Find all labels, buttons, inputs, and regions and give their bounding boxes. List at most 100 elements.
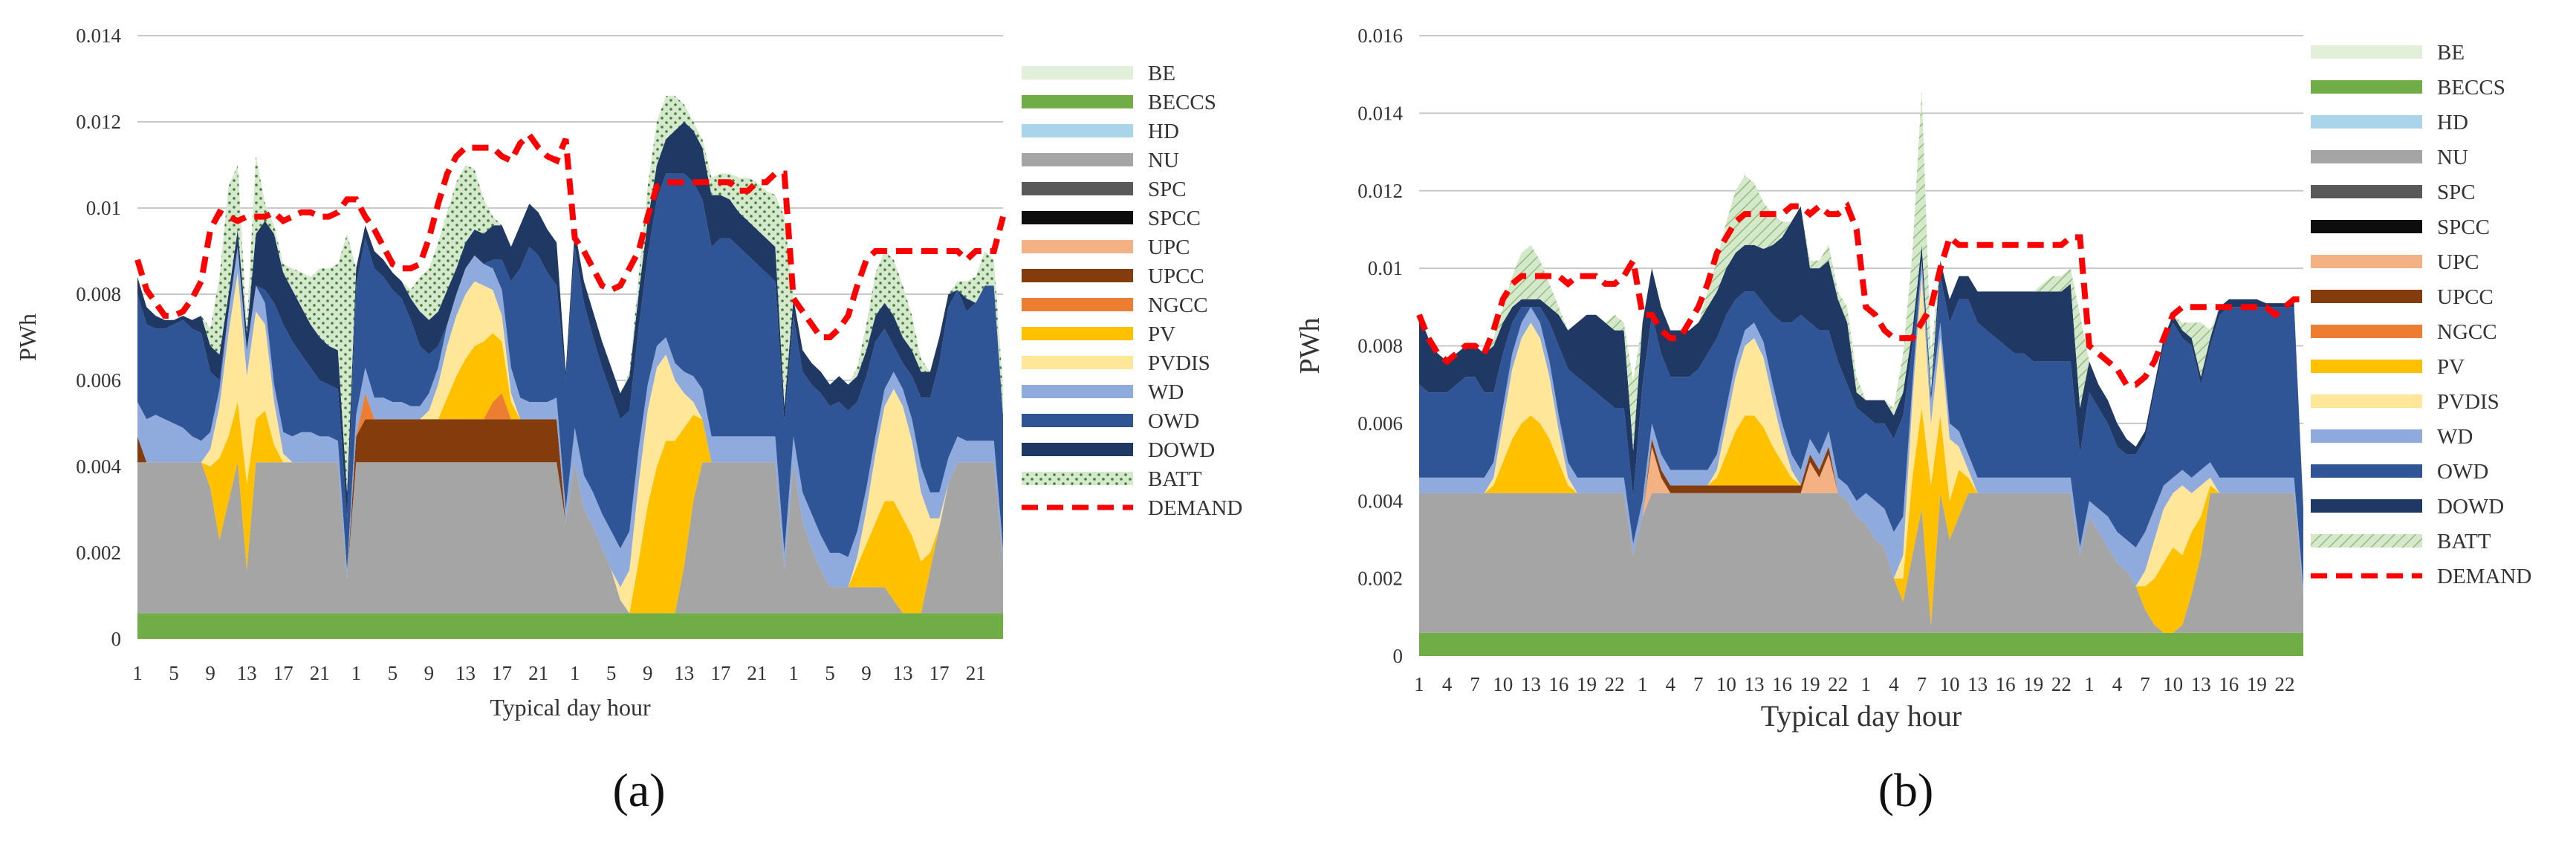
legend-label: BATT xyxy=(2437,530,2491,553)
y-tick-label: 0.002 xyxy=(76,542,121,564)
stacked-areas xyxy=(1419,90,2303,656)
stacked-areas xyxy=(137,96,1003,639)
x-tick-label: 21 xyxy=(528,662,548,684)
x-tick-label: 19 xyxy=(2247,673,2267,695)
legend-label: BATT xyxy=(1148,467,1202,491)
area-dowd xyxy=(1419,206,2303,509)
y-axis-title: PWh xyxy=(14,314,41,361)
legend-swatch xyxy=(2311,325,2422,338)
area-pv xyxy=(137,333,1003,614)
x-tick-label: 1 xyxy=(2084,673,2095,695)
legend-label: DOWD xyxy=(2437,495,2504,519)
x-tick-label: 19 xyxy=(2023,673,2043,695)
y-tick-label: 0.01 xyxy=(86,197,121,219)
y-tick-label: 0 xyxy=(111,628,122,650)
x-tick-label: 13 xyxy=(1521,673,1541,695)
legend-item-wd: WD xyxy=(1022,380,1184,404)
area-beccs xyxy=(137,613,1003,639)
x-tick-label: 17 xyxy=(273,662,293,684)
legend-item-pv: PV xyxy=(1022,322,1175,346)
legend-item-batt: BATT xyxy=(1022,467,1202,491)
legend-swatch xyxy=(2311,115,2422,129)
legend: BE BECCS HD NU SPC SPCC UPC UPCC NGCC PV PVDIS WD OW… xyxy=(2311,41,2531,588)
legend-item-hd: HD xyxy=(2311,111,2468,134)
legend-item-dowd: DOWD xyxy=(2311,495,2504,519)
legend-label: BE xyxy=(1148,62,1175,85)
demand-line xyxy=(134,130,1006,340)
x-tick-label: 13 xyxy=(1967,673,1988,695)
legend-swatch xyxy=(1022,472,1133,485)
x-tick-label: 5 xyxy=(388,662,398,684)
legend-label: DEMAND xyxy=(1148,496,1242,520)
y-tick-label: 0.008 xyxy=(1357,335,1403,357)
x-tick-label: 13 xyxy=(237,662,257,684)
x-tick-label: 1 xyxy=(788,662,799,684)
x-tick-label: 21 xyxy=(310,662,330,684)
x-tick-labels: 1 4 7 10 13 16 19 22 1 4 7 10 13 16 19 22 1 4 7 10 13 16 19 22 1… xyxy=(1414,673,2294,695)
y-tick-label: 0.012 xyxy=(76,111,121,133)
legend-swatch xyxy=(1022,443,1133,456)
x-axis-title: Typical day hour xyxy=(1761,699,1962,733)
legend-item-spc: SPC xyxy=(1022,178,1187,201)
legend-item-dowd: DOWD xyxy=(1022,438,1215,462)
y-tick-label: 0.006 xyxy=(76,369,121,392)
legend-item-pv: PV xyxy=(2311,355,2465,379)
legend-swatch xyxy=(2311,255,2422,268)
x-tick-label: 16 xyxy=(1996,673,2016,695)
legend-item-demand: DEMAND xyxy=(2311,565,2531,588)
legend-swatch xyxy=(2311,534,2422,548)
y-tick-label: 0.01 xyxy=(1368,257,1403,279)
panel-caption: (a) xyxy=(612,764,665,816)
x-tick-label: 13 xyxy=(674,662,694,684)
legend-item-be: BE xyxy=(2311,41,2465,65)
legend-label: DEMAND xyxy=(2437,565,2531,588)
legend-swatch xyxy=(1022,385,1133,398)
x-tick-label: 7 xyxy=(2140,673,2150,695)
x-tick-label: 21 xyxy=(747,662,767,684)
x-tick-label: 5 xyxy=(606,662,617,684)
x-tick-label: 17 xyxy=(929,662,950,684)
y-tick-label: 0.002 xyxy=(1357,568,1403,590)
x-tick-labels: 1 5 9 13 17 21 1 5 9 13 17 21 1 5 9 13 17 21 1 5 9 13 17 21 xyxy=(132,662,985,684)
legend-item-upcc: UPCC xyxy=(1022,264,1204,288)
y-tick-label: 0.012 xyxy=(1357,180,1403,202)
legend-label: SPC xyxy=(2437,181,2476,204)
area-nu xyxy=(1419,493,2303,633)
legend-swatch xyxy=(2311,185,2422,198)
legend-swatch xyxy=(2311,80,2422,94)
x-tick-label: 21 xyxy=(966,662,986,684)
demand-line xyxy=(1416,201,2303,388)
legend-label: PV xyxy=(1148,322,1175,346)
legend-label: BECCS xyxy=(1148,91,1216,114)
legend-swatch xyxy=(1022,66,1133,79)
legend-swatch xyxy=(2311,394,2422,408)
legend-item-ngcc: NGCC xyxy=(2311,320,2497,344)
x-tick-label: 7 xyxy=(1470,673,1480,695)
legend-label: OWD xyxy=(2437,460,2488,484)
legend-item-upcc: UPCC xyxy=(2311,285,2494,309)
legend-swatch xyxy=(1022,356,1133,369)
x-tick-label: 10 xyxy=(1940,673,1960,695)
x-tick-label: 5 xyxy=(825,662,835,684)
legend-item-nu: NU xyxy=(1022,149,1179,172)
legend-item-batt: BATT xyxy=(2311,530,2491,553)
legend-item-owd: OWD xyxy=(1022,409,1199,433)
legend-label: DOWD xyxy=(1148,438,1215,462)
legend-label: PV xyxy=(2437,355,2465,379)
legend-label: NGCC xyxy=(2437,320,2497,344)
legend-item-spcc: SPCC xyxy=(2311,215,2490,239)
legend-label: SPC xyxy=(1148,178,1187,201)
y-tick-label: 0.008 xyxy=(76,283,121,305)
legend-label: PVDIS xyxy=(2437,390,2499,414)
legend-swatch xyxy=(1022,327,1133,340)
legend-item-demand: DEMAND xyxy=(1022,496,1242,520)
area-nu xyxy=(137,462,1003,614)
x-tick-label: 10 xyxy=(1493,673,1513,695)
x-tick-label: 16 xyxy=(1548,673,1568,695)
legend-label: BE xyxy=(2437,41,2465,65)
x-tick-label: 22 xyxy=(1605,673,1625,695)
area-beccs xyxy=(1419,632,2303,656)
chart-a: 0 0.002 0.004 0.006 0.008 0.01 0.012 0.014 1 5 9 13… xyxy=(14,25,1242,816)
x-tick-label: 1 xyxy=(1638,673,1648,695)
legend-swatch xyxy=(1022,95,1133,108)
